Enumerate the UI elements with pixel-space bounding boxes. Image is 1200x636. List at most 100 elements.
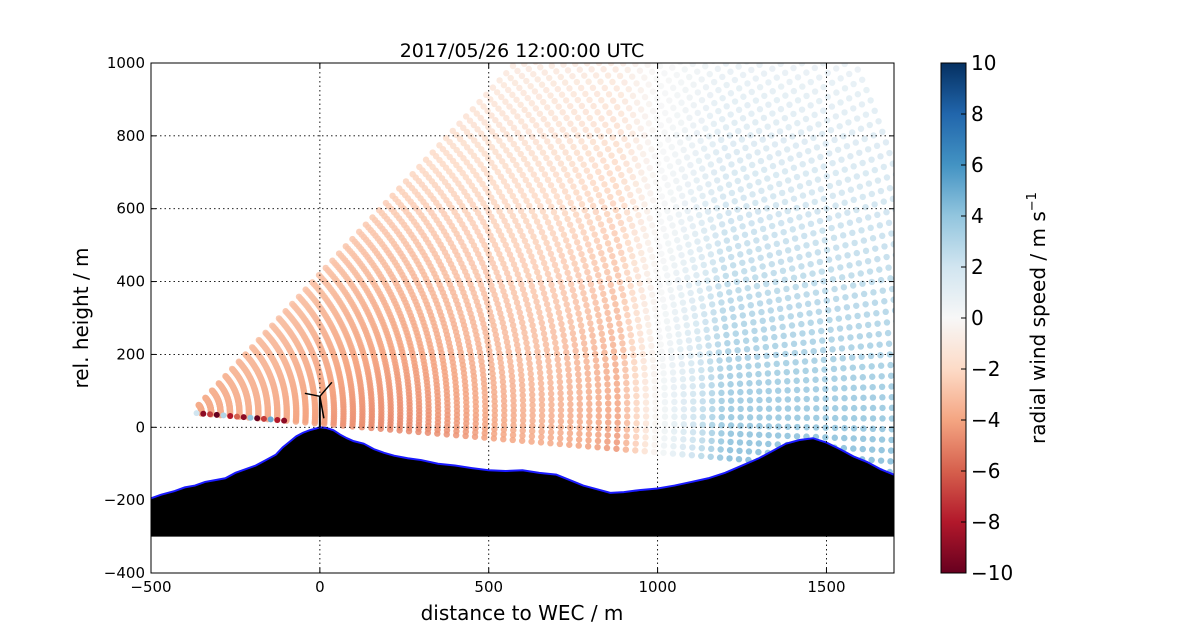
scan-sample-point: [869, 415, 877, 422]
scan-sample-point: [624, 239, 632, 247]
scan-sample-point: [512, 294, 519, 301]
scan-sample-point: [542, 192, 549, 200]
scan-sample-point: [863, 311, 871, 318]
scan-sample-point: [598, 249, 605, 257]
scan-sample-point: [640, 256, 647, 264]
scan-sample-point: [617, 219, 625, 227]
scan-sample-point: [651, 229, 658, 236]
scan-sample-point: [550, 209, 558, 216]
scan-sample-point: [641, 93, 649, 101]
scan-sample-point: [766, 213, 773, 221]
scan-sample-point: [730, 226, 737, 233]
scan-sample-point: [540, 115, 547, 123]
scan-sample-point: [689, 436, 696, 444]
scan-sample-point: [594, 437, 602, 445]
scan-sample-point: [888, 285, 894, 293]
scan-sample-point: [860, 290, 868, 298]
scan-sample-point: [888, 383, 894, 390]
scan-sample-point: [538, 423, 546, 430]
scan-sample-point: [623, 419, 631, 427]
scan-sample-point: [840, 375, 848, 382]
scan-sample-point: [664, 181, 671, 189]
scan-sample-point: [706, 358, 714, 365]
scan-sample-point: [536, 144, 543, 151]
scan-sample-point: [531, 213, 538, 220]
scan-sample-point: [670, 104, 677, 112]
scan-sample-point: [506, 358, 514, 365]
scan-sample-point: [545, 357, 552, 365]
scan-sample-point: [719, 115, 726, 123]
scan-sample-point: [727, 414, 735, 421]
scan-sample-point: [841, 63, 848, 68]
scan-sample-point: [481, 150, 488, 157]
scan-sample-point: [789, 226, 796, 233]
scan-sample-point: [569, 330, 577, 337]
scan-sample-point: [750, 140, 758, 147]
scan-sample-point: [534, 243, 542, 251]
scan-sample-point: [783, 368, 790, 376]
scan-sample-point: [606, 170, 613, 177]
scan-sample-point: [737, 186, 744, 193]
scan-sample-point: [595, 406, 603, 414]
scan-sample-point: [829, 159, 836, 167]
scan-sample-point: [746, 388, 753, 395]
scan-sample-point: [768, 222, 776, 230]
scan-sample-point: [592, 208, 600, 216]
scan-beam: [196, 63, 716, 411]
scan-sample-point: [527, 228, 535, 235]
scan-sample-point: [509, 387, 517, 395]
scan-sample-point: [525, 111, 532, 119]
scan-sample-point: [613, 439, 621, 446]
scan-sample-point: [604, 240, 612, 247]
scan-sample-point: [491, 100, 498, 108]
scan-sample-point: [544, 121, 551, 128]
x-tick-label: 1000: [638, 578, 676, 596]
scan-sample-point: [642, 434, 649, 441]
scan-sample-point: [480, 165, 488, 173]
scan-sample-point: [524, 94, 531, 102]
scan-sample-point: [818, 130, 826, 138]
scan-sample-point: [824, 69, 831, 77]
scan-sample-point: [653, 267, 660, 275]
scan-sample-point: [883, 253, 890, 261]
scan-sample-point: [679, 451, 686, 458]
scan-sample-point: [566, 312, 573, 320]
scan-sample-point: [879, 394, 886, 401]
scan-sample-point: [724, 152, 732, 160]
scan-sample-point: [667, 286, 674, 294]
scan-sample-point: [488, 144, 496, 151]
scan-sample-point: [558, 143, 566, 150]
scan-sample-point: [841, 109, 848, 116]
scan-sample-point: [503, 131, 510, 138]
scan-sample-point: [558, 284, 566, 291]
scan-sample-point: [666, 339, 674, 347]
scan-sample-point: [436, 142, 443, 149]
scan-sample-point: [710, 78, 718, 86]
scan-sample-point: [678, 251, 685, 259]
scan-sample-point: [614, 413, 621, 420]
scan-sample-point: [710, 169, 718, 176]
scan-sample-point: [557, 418, 565, 425]
scan-sample-point: [565, 366, 572, 373]
scan-sample-point: [860, 237, 868, 244]
scan-sample-point: [687, 249, 694, 256]
scan-sample-point: [526, 277, 534, 285]
scan-sample-point: [519, 171, 526, 179]
scan-sample-point: [812, 395, 820, 403]
scan-sample-point: [787, 186, 795, 193]
scan-sample-point: [513, 96, 520, 103]
scan-sample-point: [744, 102, 751, 109]
scan-sample-point: [262, 329, 269, 337]
scan-sample-point: [580, 340, 588, 347]
scan-sample-point: [645, 277, 653, 284]
scan-sample-point: [489, 375, 497, 382]
scan-sample-point: [879, 128, 886, 136]
scan-sample-point: [557, 435, 564, 442]
scan-sample-point: [853, 115, 861, 122]
scan-sample-point: [698, 374, 706, 382]
scan-sample-point: [606, 217, 613, 224]
scan-sample-point: [530, 70, 537, 78]
scan-sample-point: [855, 216, 863, 224]
scan-sample-point: [879, 415, 886, 422]
scan-sample-point: [755, 127, 763, 135]
